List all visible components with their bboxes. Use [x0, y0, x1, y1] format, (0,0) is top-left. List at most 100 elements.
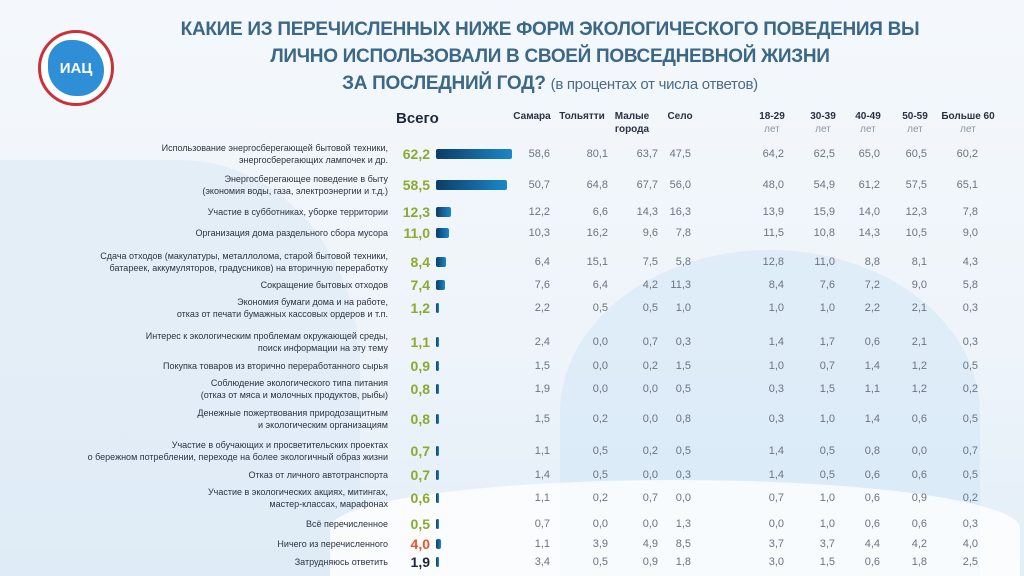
cell-value: 7,8 — [675, 227, 691, 239]
cell-value: 63,7 — [636, 148, 658, 160]
cell-value: 0,5 — [592, 469, 608, 481]
cell-value: 62,5 — [813, 148, 835, 160]
cell-value: 1,0 — [768, 302, 784, 314]
column-header-label: 50-59 — [902, 111, 928, 122]
cell-value: 1,9 — [534, 383, 550, 395]
total-bar — [436, 519, 439, 529]
total-value: 0,9 — [410, 358, 430, 374]
total-bar — [436, 180, 508, 190]
cell-value: 0,2 — [962, 492, 978, 504]
title-line-1: Какие из перечисленных ниже форм экологи… — [180, 19, 920, 40]
total-bar — [436, 557, 439, 567]
cell-value: 1,2 — [911, 383, 927, 395]
cell-value: 1,5 — [819, 556, 835, 568]
cell-value: 0,6 — [911, 413, 927, 425]
cell-value: 54,9 — [813, 179, 835, 191]
total-value: 8,4 — [410, 254, 430, 270]
cell-value: 0,0 — [675, 492, 691, 504]
cell-value: 3,7 — [819, 538, 835, 550]
cell-value: 16,3 — [669, 206, 691, 218]
cell-value: 64,2 — [762, 148, 784, 160]
cell-value: 0,0 — [768, 518, 784, 530]
row-label: Участие в экологических акциях, митингах… — [208, 486, 388, 510]
total-value: 7,4 — [410, 277, 430, 293]
cell-value: 1,4 — [768, 469, 784, 481]
cell-value: 11,0 — [814, 256, 835, 268]
cell-value: 12,3 — [905, 206, 927, 218]
total-value: 0,8 — [410, 381, 430, 397]
cell-value: 0,0 — [592, 383, 608, 395]
title-line-2: лично использовали в своей повседневной … — [270, 46, 830, 67]
cell-value: 61,2 — [858, 179, 880, 191]
total-bar — [436, 257, 447, 267]
total-value: 1,2 — [410, 300, 430, 316]
cell-value: 0,8 — [864, 445, 880, 457]
cell-value: 0,5 — [675, 445, 691, 457]
cell-value: 4,0 — [962, 538, 978, 550]
cell-value: 1,5 — [534, 413, 550, 425]
row-label-line: Организация дома раздельного сбора мусор… — [195, 228, 388, 238]
column-header: 18-29 лет — [737, 110, 807, 136]
total-value: 0,7 — [410, 443, 430, 459]
cell-value: 1,0 — [819, 302, 835, 314]
cell-value: 8,4 — [768, 279, 784, 291]
row-label: Участие в субботниках, уборке территории — [208, 206, 388, 218]
cell-value: 0,2 — [592, 413, 608, 425]
total-bar — [436, 493, 439, 503]
cell-value: 7,2 — [864, 279, 880, 291]
row-label-line: (экономия воды, газа, электроэнергии и т… — [202, 186, 388, 196]
cell-value: 0,0 — [592, 336, 608, 348]
cell-value: 0,6 — [911, 469, 927, 481]
cell-value: 4,3 — [962, 256, 978, 268]
column-header-label: Самара — [513, 111, 551, 122]
cell-value: 3,9 — [592, 538, 608, 550]
cell-value: 0,5 — [592, 556, 608, 568]
cell-value: 0,5 — [675, 383, 691, 395]
column-header-sublabel: лет — [960, 124, 976, 135]
cell-value: 14,3 — [636, 206, 658, 218]
column-header: Больше 60 лет — [933, 110, 1003, 136]
cell-value: 1,1 — [534, 445, 550, 457]
row-label-line: Использование энергосберегающей бытовой … — [161, 143, 388, 153]
column-header: 50-59 лет — [880, 110, 950, 136]
cell-value: 3,7 — [768, 538, 784, 550]
cell-value: 4,4 — [864, 538, 880, 550]
row-label-line: Энергосберегающее поведение в быту — [224, 174, 388, 184]
cell-value: 1,4 — [768, 336, 784, 348]
row-label-line: мастер-классах, марафонах — [269, 499, 388, 509]
row-label-line: отказ от печати бумажных кассовых ордеро… — [176, 309, 388, 319]
cell-value: 9,6 — [642, 227, 658, 239]
cell-value: 47,5 — [669, 148, 691, 160]
cell-value: 0,6 — [911, 518, 927, 530]
cell-value: 0,5 — [819, 445, 835, 457]
total-value: 58,5 — [402, 177, 430, 193]
column-header-sublabel: лет — [764, 124, 780, 135]
row-label: Сокращение бытовых отходов — [261, 279, 388, 291]
column-header-sublabel: лет — [907, 124, 923, 135]
cell-value: 0,0 — [592, 518, 608, 530]
cell-value: 10,8 — [813, 227, 835, 239]
total-value: 11,0 — [403, 225, 430, 241]
background-shape — [330, 480, 1020, 576]
cell-value: 0,3 — [962, 518, 978, 530]
total-bar — [436, 446, 439, 456]
column-header-label: 30-39 — [810, 111, 836, 122]
cell-value: 60,2 — [956, 148, 978, 160]
cell-value: 0,7 — [962, 445, 978, 457]
row-label-line: Экономия бумаги дома и на работе, — [237, 297, 388, 307]
cell-value: 0,5 — [962, 469, 978, 481]
cell-value: 5,8 — [962, 279, 978, 291]
cell-value: 0,9 — [911, 492, 927, 504]
row-label: Экономия бумаги дома и на работе, отказ о… — [177, 296, 388, 320]
background-shape — [0, 160, 360, 576]
cell-value: 0,6 — [864, 492, 880, 504]
cell-value: 0,7 — [534, 518, 550, 530]
cell-value: 0,0 — [592, 360, 608, 372]
cell-value: 0,5 — [962, 360, 978, 372]
cell-value: 65,1 — [956, 179, 978, 191]
cell-value: 58,6 — [528, 148, 550, 160]
cell-value: 1,0 — [819, 492, 835, 504]
row-label-line: (отказ от мяса и молочных продуктов, рыб… — [200, 390, 388, 400]
total-value: 62,2 — [402, 146, 430, 162]
cell-value: 1,5 — [534, 360, 550, 372]
